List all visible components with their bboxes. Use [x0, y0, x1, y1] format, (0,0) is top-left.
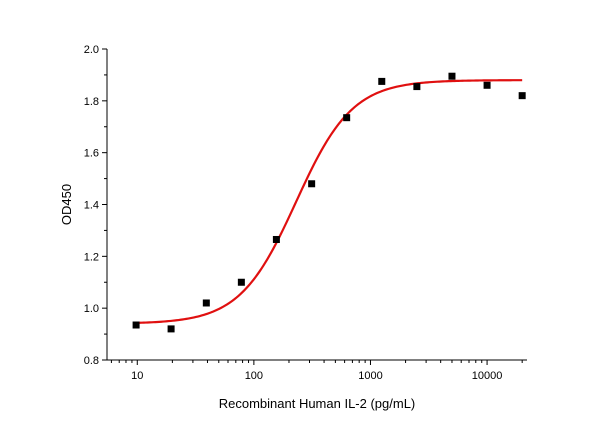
x-axis-title: Recombinant Human IL-2 (pg/mL)	[219, 396, 416, 411]
data-point	[272, 235, 280, 243]
data-point	[237, 278, 245, 286]
fit-curve	[136, 79, 523, 324]
y-axis-title: OD450	[59, 184, 74, 225]
y-tick-label: 1.4	[84, 200, 99, 212]
data-point	[518, 92, 526, 100]
data-point	[167, 325, 175, 333]
data-point	[202, 299, 210, 307]
y-tick-label: 1.2	[84, 251, 99, 263]
data-point	[483, 81, 491, 89]
y-tick-label: 0.8	[84, 355, 99, 367]
data-point	[308, 180, 316, 188]
x-tick-label: 10	[131, 370, 143, 382]
data-points	[132, 72, 526, 333]
data-point	[413, 83, 421, 91]
x-tick-label: 1000	[358, 370, 382, 382]
data-point	[378, 77, 386, 85]
y-tick-label: 2.0	[84, 44, 99, 56]
y-tick-label: 1.6	[84, 148, 99, 160]
x-tick-label: 10000	[472, 370, 503, 382]
data-point	[343, 114, 351, 122]
data-point	[132, 321, 140, 329]
x-tick-label: 100	[245, 370, 263, 382]
y-tick-label: 1.0	[84, 303, 99, 315]
axes: 0.8 1.0 1.2 1.4 1.6 1.8 2.0 10 100 1000 10000	[84, 44, 527, 382]
y-tick-label: 1.8	[84, 96, 99, 108]
data-point	[448, 72, 456, 80]
